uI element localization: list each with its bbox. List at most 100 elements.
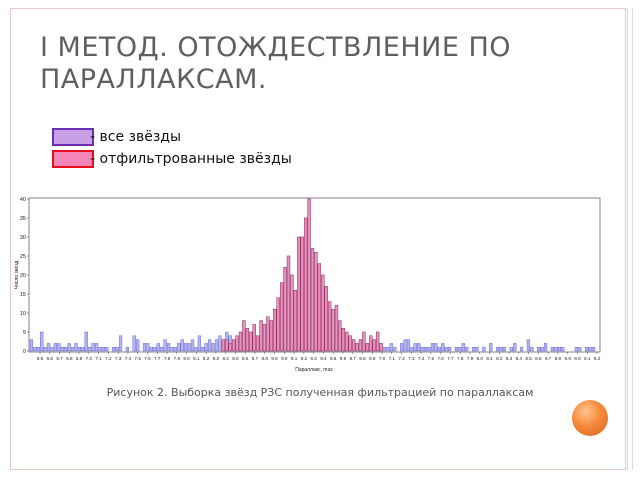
x-tick-label: 6.9 (76, 356, 83, 361)
all-stars-bar (50, 346, 54, 352)
all-stars-bar (40, 331, 44, 352)
all-stars-bar (105, 346, 109, 352)
all-stars-bar (163, 339, 167, 352)
x-tick-label: 9.0 (281, 356, 288, 361)
all-stars-bar (43, 346, 47, 352)
x-tick-label: 8.7 (252, 356, 259, 361)
x-tick-label: 7.7 (154, 356, 161, 361)
x-tick-label: 9.7 (350, 356, 357, 361)
y-tick-label: 5 (23, 330, 26, 336)
all-stars-bar (382, 346, 387, 352)
x-tick-label: 8.5 (232, 356, 239, 361)
all-stars-bar (489, 343, 493, 352)
all-stars-bar (60, 346, 64, 352)
y-tick-label: 15 (20, 292, 26, 298)
all-stars-bar (430, 343, 435, 352)
x-tick-label: 7.3 (408, 356, 415, 361)
all-stars-bar (406, 339, 411, 352)
all-stars-bar (91, 343, 95, 352)
all-stars-bar (218, 335, 222, 352)
filtered-stars-bar (379, 343, 383, 352)
filtered-stars-bar (221, 339, 225, 352)
x-tick-label: 7.9 (174, 356, 181, 361)
x-tick-label: 7.4 (418, 356, 425, 361)
x-tick-label: 7.6 (437, 356, 444, 361)
x-tick-label: 6.5 (37, 356, 44, 361)
all-stars-bar (160, 346, 164, 352)
all-stars-bar (77, 346, 82, 352)
filtered-stars-bar (276, 297, 280, 352)
x-tick-label: 7.8 (164, 356, 171, 361)
decorative-orb (572, 400, 608, 436)
all-stars-bar (70, 346, 75, 352)
filtered-stars-bar (266, 316, 270, 352)
all-stars-bar (194, 346, 198, 352)
all-stars-bar (67, 343, 71, 352)
all-stars-bar (530, 346, 534, 352)
all-stars-bar (118, 335, 123, 352)
filtered-stars-bar (365, 343, 369, 352)
all-stars-bar (413, 343, 417, 352)
all-stars-bar (36, 346, 40, 352)
all-stars-bar (112, 346, 116, 352)
x-tick-label: 7.5 (428, 356, 435, 361)
all-stars-bar (386, 346, 390, 352)
filtered-stars-bar (362, 331, 366, 352)
x-tick-label: 9.6 (340, 356, 347, 361)
filtered-stars-bar (238, 331, 243, 352)
x-tick-label: 7.4 (125, 356, 132, 361)
x-tick-label: 8.0 (183, 356, 190, 361)
x-tick-label: 7.3 (115, 356, 122, 361)
all-stars-bar (410, 346, 414, 352)
filtered-stars-bar (262, 324, 267, 352)
all-stars-bar (177, 343, 181, 352)
y-tick-label: 20 (20, 273, 26, 279)
all-stars-bar (591, 346, 596, 352)
x-tick-label: 9.4 (320, 356, 327, 361)
filtered-stars-bar (369, 335, 373, 352)
x-tick-label: 9.1 (291, 356, 298, 361)
all-stars-bar (537, 346, 541, 352)
filtered-stars-bar (283, 267, 287, 352)
all-stars-bar (187, 343, 191, 352)
all-stars-bar (461, 343, 465, 352)
filtered-stars-bar (304, 217, 308, 352)
legend-swatch-filtered (52, 150, 94, 168)
all-stars-bar (434, 343, 438, 352)
all-stars-bar (444, 346, 448, 352)
all-stars-bar (403, 339, 407, 352)
filtered-stars-bar (293, 289, 297, 352)
filtered-stars-bar (259, 320, 263, 352)
all-stars-bar (74, 343, 78, 352)
filtered-stars-bar (290, 274, 294, 352)
x-tick-label: 8.6 (535, 356, 542, 361)
filtered-stars-bar (334, 305, 339, 352)
all-stars-bar (166, 343, 171, 352)
x-tick-label: 9.9 (369, 356, 376, 361)
x-tick-label: 7.5 (135, 356, 142, 361)
all-stars-bar (420, 346, 424, 352)
filtered-stars-bar (317, 263, 321, 352)
all-stars-bar (471, 346, 476, 352)
filtered-stars-bar (345, 331, 349, 352)
filtered-stars-bar (300, 236, 304, 352)
filtered-stars-bar (225, 339, 229, 352)
x-tick-label: 8.2 (203, 356, 210, 361)
all-stars-bar (81, 346, 85, 352)
all-stars-bar (190, 339, 195, 352)
all-stars-bar (509, 346, 513, 352)
x-tick-label: 9.2 (301, 356, 308, 361)
filtered-stars-bar (286, 255, 291, 352)
all-stars-bar (578, 346, 582, 352)
x-tick-label: 8.3 (213, 356, 220, 361)
all-stars-bar (482, 346, 486, 352)
all-stars-bar (561, 346, 565, 352)
y-tick-label: 35 (20, 216, 26, 222)
filtered-stars-bar (245, 327, 249, 352)
all-stars-bar (550, 346, 555, 352)
all-stars-bar (204, 343, 208, 352)
x-tick-label: 8.8 (555, 356, 562, 361)
all-stars-bar (170, 346, 174, 352)
x-tick-label: 8.9 (564, 356, 571, 361)
all-stars-bar (98, 346, 102, 352)
